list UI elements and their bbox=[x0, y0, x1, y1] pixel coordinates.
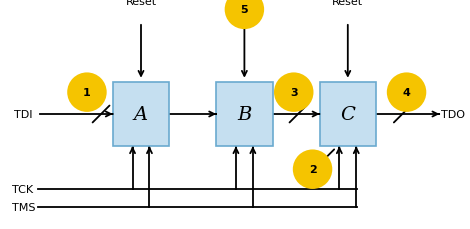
Text: Reset: Reset bbox=[332, 0, 363, 7]
Text: Reset: Reset bbox=[125, 0, 157, 7]
Ellipse shape bbox=[293, 150, 332, 189]
FancyBboxPatch shape bbox=[320, 82, 376, 147]
Text: A: A bbox=[134, 106, 148, 123]
Text: 1: 1 bbox=[83, 88, 91, 98]
FancyBboxPatch shape bbox=[216, 82, 273, 147]
Text: 5: 5 bbox=[241, 5, 248, 15]
Text: TCK: TCK bbox=[12, 184, 33, 194]
Text: TMS: TMS bbox=[12, 202, 35, 212]
Text: C: C bbox=[340, 106, 355, 123]
Text: TDO: TDO bbox=[441, 109, 465, 120]
Text: B: B bbox=[237, 106, 251, 123]
Text: 3: 3 bbox=[290, 88, 298, 98]
Ellipse shape bbox=[67, 73, 107, 112]
Text: 4: 4 bbox=[403, 88, 410, 98]
Ellipse shape bbox=[225, 0, 264, 30]
FancyBboxPatch shape bbox=[113, 82, 169, 147]
Text: Reset: Reset bbox=[229, 0, 260, 7]
Ellipse shape bbox=[387, 73, 426, 112]
Text: 2: 2 bbox=[309, 164, 316, 174]
Ellipse shape bbox=[274, 73, 313, 112]
Text: TDI: TDI bbox=[14, 109, 32, 120]
